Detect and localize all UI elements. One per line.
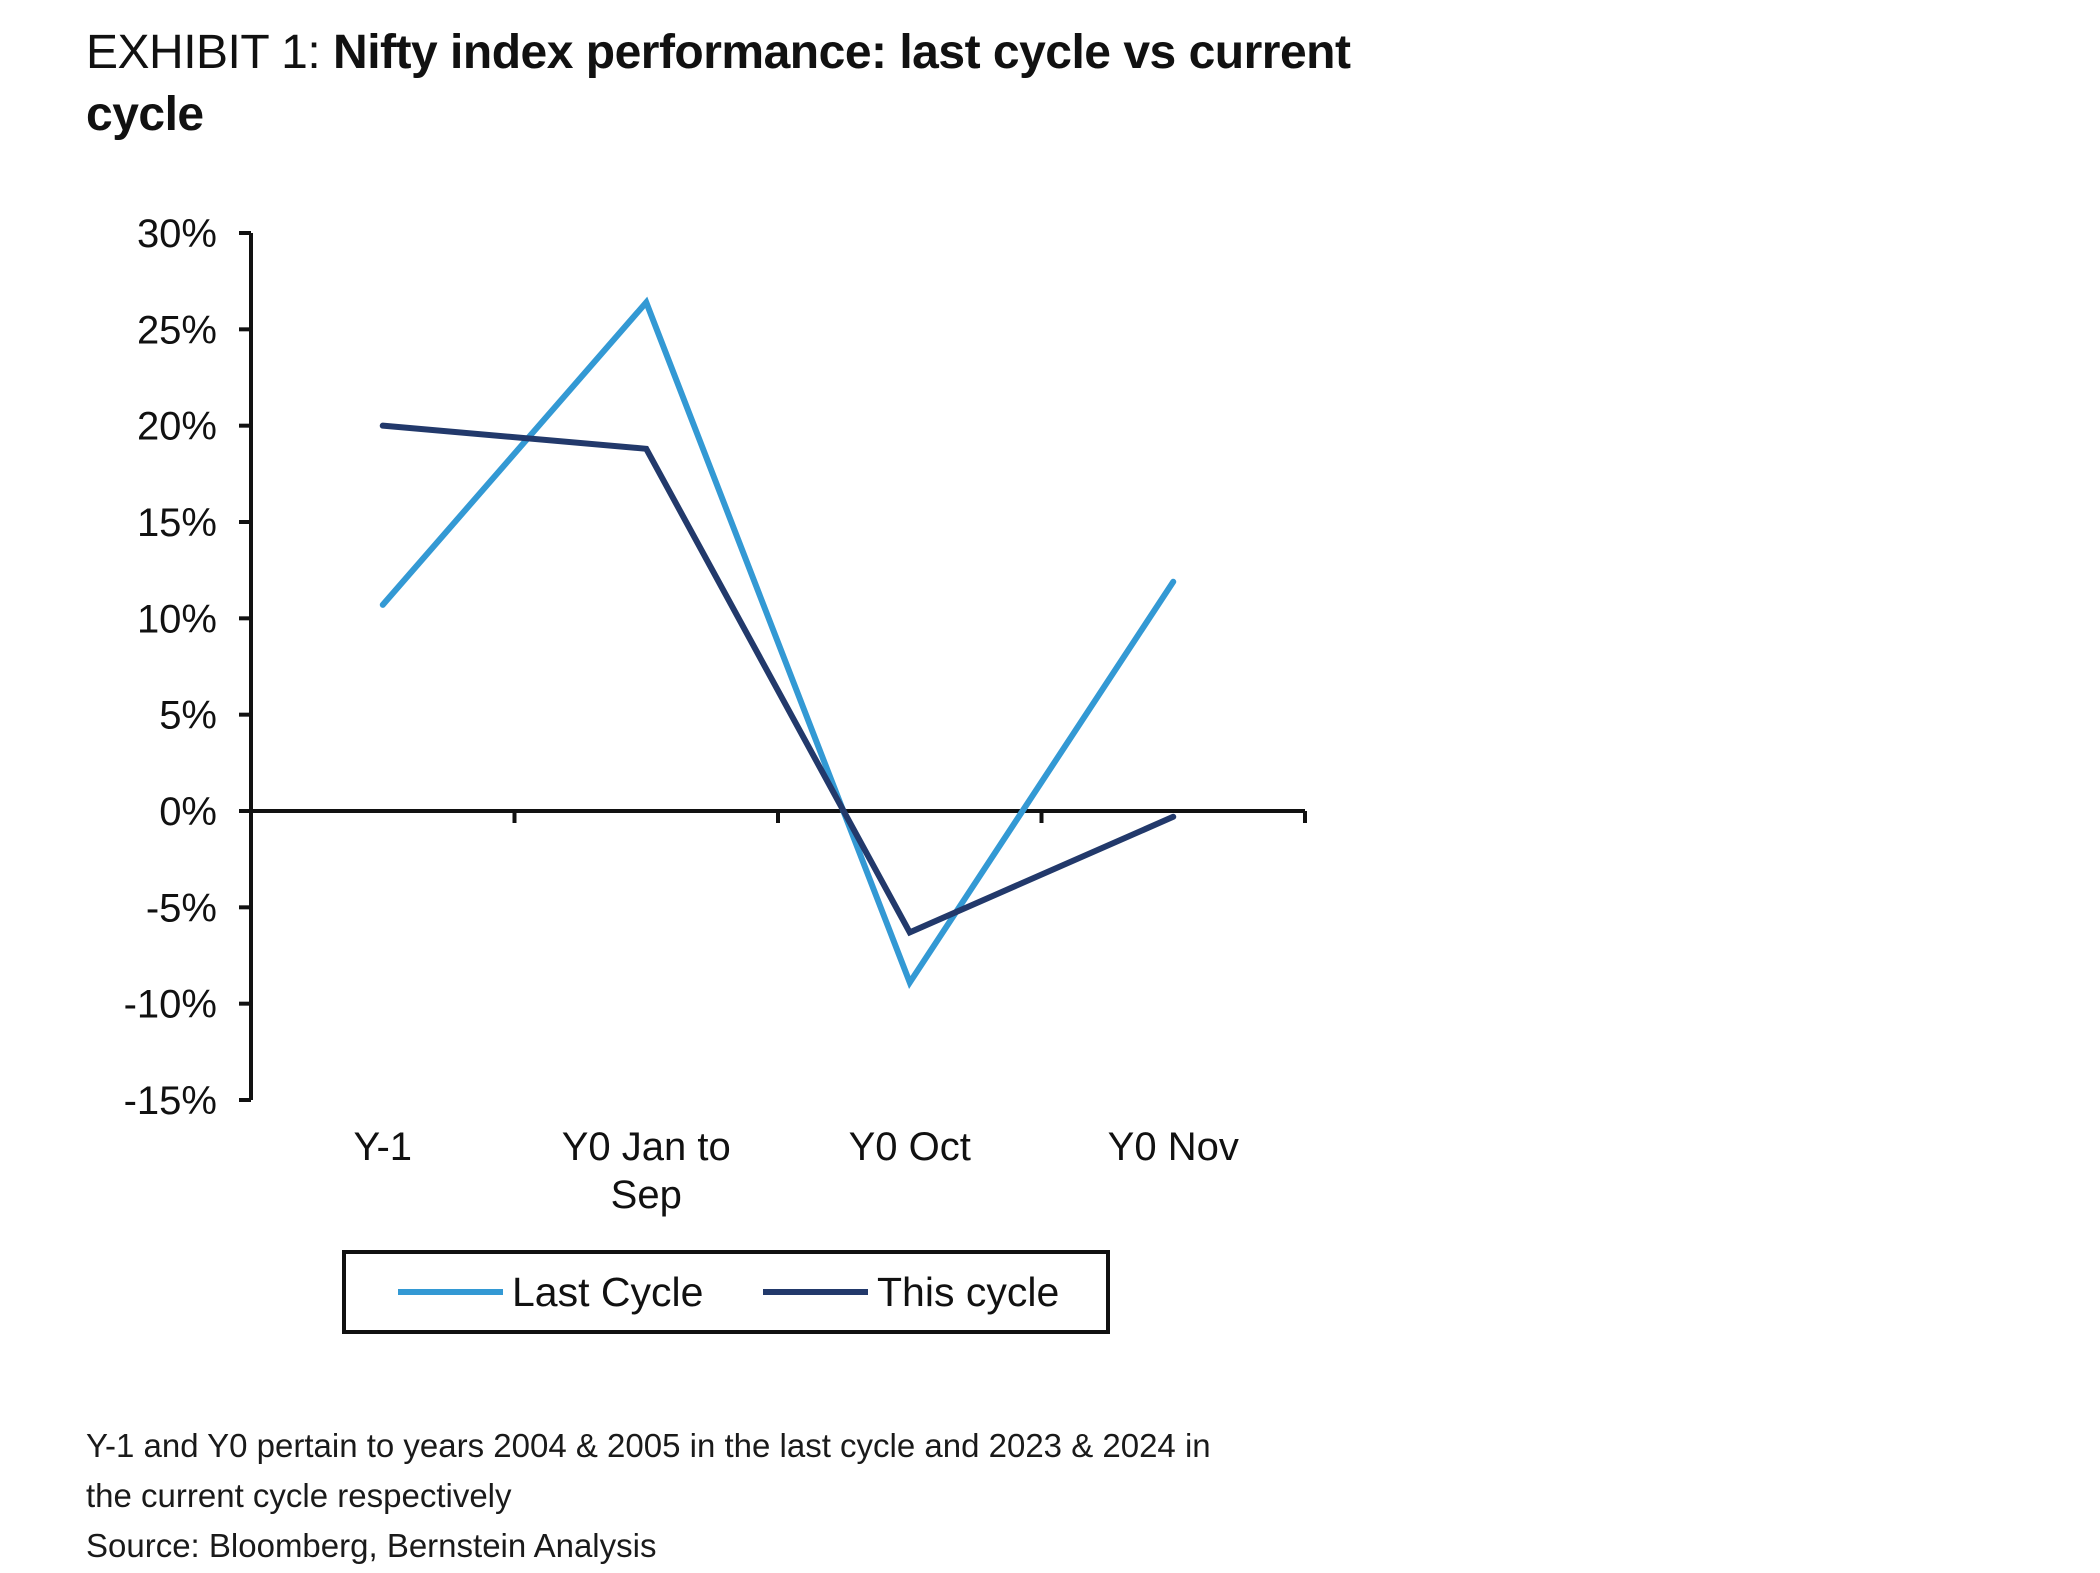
y-tick-label: -5% bbox=[146, 886, 217, 930]
series-line-last-cycle bbox=[379, 296, 1177, 989]
x-tick-label: Y0 Oct bbox=[849, 1125, 971, 1169]
y-tick-label: 30% bbox=[137, 212, 217, 256]
y-tick-label: 5% bbox=[159, 694, 217, 738]
legend-label: Last Cycle bbox=[512, 1269, 703, 1315]
y-tick-label: 20% bbox=[137, 405, 217, 449]
x-tick-label: Y0 Nov bbox=[1108, 1125, 1239, 1169]
y-tick-label: 0% bbox=[159, 790, 217, 834]
x-tick-label: Y-1 bbox=[353, 1125, 412, 1169]
footnote-line-1: Y-1 and Y0 pertain to years 2004 & 2005 … bbox=[86, 1427, 1211, 1464]
legend-label: This cycle bbox=[877, 1269, 1059, 1315]
x-tick-label: Y0 Jan to Sep bbox=[562, 1125, 731, 1217]
chart-title: EXHIBIT 1: Nifty index performance: last… bbox=[86, 22, 1386, 146]
y-tick-label: -15% bbox=[124, 1079, 217, 1123]
y-tick-label: 25% bbox=[137, 308, 217, 352]
footnote-years: Y-1 and Y0 pertain to years 2004 & 2005 … bbox=[86, 1421, 1386, 1521]
y-tick-label: 10% bbox=[137, 597, 217, 641]
series-line-this-cycle bbox=[379, 422, 1177, 937]
footnote-line-2: the current cycle respectively bbox=[86, 1477, 512, 1514]
line-chart: 30% 25% 20% 15% 10% 5% 0% -5% -10% -15% Y-1 Y0 Jan … bbox=[124, 212, 1307, 1334]
y-tick-label: -10% bbox=[124, 983, 217, 1027]
exhibit-label: EXHIBIT 1: bbox=[86, 26, 321, 79]
y-tick-label: 15% bbox=[137, 501, 217, 545]
chart-title-text: Nifty index performance: last cycle vs c… bbox=[86, 26, 1351, 141]
footnote-source: Source: Bloomberg, Bernstein Analysis bbox=[86, 1527, 657, 1564]
